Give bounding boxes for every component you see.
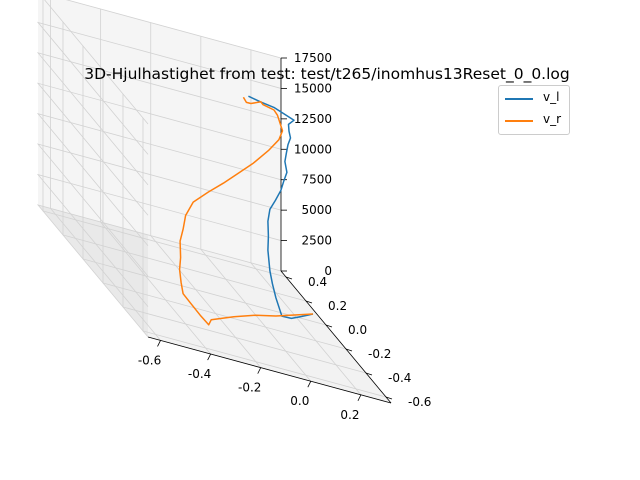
legend-label-v_l: v_l (543, 90, 560, 104)
axis-panes (38, 0, 391, 403)
x-tick-mark-1 (207, 353, 211, 361)
y-axis-line (280, 270, 392, 404)
y-tick-mark-4 (305, 300, 313, 304)
y-tick-label-1: -0.4 (388, 371, 411, 385)
legend-item-v_r: v_r (505, 111, 569, 131)
z-grid-line-4 (36, 82, 282, 216)
x-tick-mark-3 (307, 381, 312, 388)
x-tick-label-3: 0.0 (290, 394, 309, 408)
z-tick-label-6: 15000 (294, 81, 332, 95)
series-line-v_l (248, 95, 314, 320)
z-grid-line-7 (44, 0, 282, 125)
y-tick-mark-2 (345, 348, 353, 352)
back-wall-pane (38, 0, 281, 271)
z-tick-label-1: 2500 (301, 234, 332, 248)
z-grid-line-3 (36, 112, 282, 246)
z-grid-line-0 (36, 204, 282, 338)
y-tick-mark-3 (325, 324, 333, 328)
x-tick-label-4: 0.2 (340, 408, 359, 422)
z-grid-line-2 (36, 143, 282, 277)
z-grid-line-6 (36, 21, 282, 155)
x-tick-mark-4 (357, 394, 362, 402)
axis-lines (147, 58, 392, 404)
legend: v_l v_r (498, 85, 570, 135)
z-grid-line-1 (36, 173, 282, 307)
x-tick-label-1: -0.4 (188, 367, 211, 381)
y-tick-label-5: 0.4 (308, 275, 327, 289)
y-tick-label-0: -0.6 (408, 395, 431, 409)
z-tick-label-0: 0 (324, 264, 332, 278)
z-tick-label-4: 10000 (294, 142, 332, 156)
legend-swatch-v_l (505, 98, 533, 100)
x-tick-mark-0 (157, 340, 161, 347)
series-line-v_r (178, 96, 314, 326)
z-tick-label-2: 5000 (301, 203, 332, 217)
x-tick-label-2: -0.2 (238, 381, 261, 395)
y-tick-label-3: 0.0 (348, 323, 367, 337)
z-tick-label-5: 12500 (294, 112, 332, 126)
grid-lines (36, 0, 387, 398)
chart-title: 3D-Hjulhastighet from test: test/t265/in… (84, 65, 570, 84)
legend-item-v_l: v_l (505, 89, 569, 109)
y-tick-mark-0 (385, 396, 393, 400)
y-tick-mark-5 (285, 276, 293, 280)
plot-series (178, 95, 314, 326)
x-tick-mark-2 (257, 367, 262, 374)
y-tick-label-4: 0.2 (328, 299, 347, 313)
z-grid-line-5 (36, 52, 282, 186)
z-tick-label-7: 17500 (294, 51, 332, 65)
axis-ticks: -0.6-0.4-0.20.00.2-0.6-0.4-0.20.00.20.40… (138, 51, 432, 422)
y-tick-label-2: -0.2 (368, 347, 391, 361)
z-tick-label-3: 7500 (301, 173, 332, 187)
x-axis-line (147, 336, 392, 404)
legend-label-v_r: v_r (543, 112, 562, 126)
x-tick-label-0: -0.6 (138, 353, 161, 367)
y-tick-mark-1 (365, 372, 373, 376)
legend-swatch-v_r (505, 120, 533, 122)
